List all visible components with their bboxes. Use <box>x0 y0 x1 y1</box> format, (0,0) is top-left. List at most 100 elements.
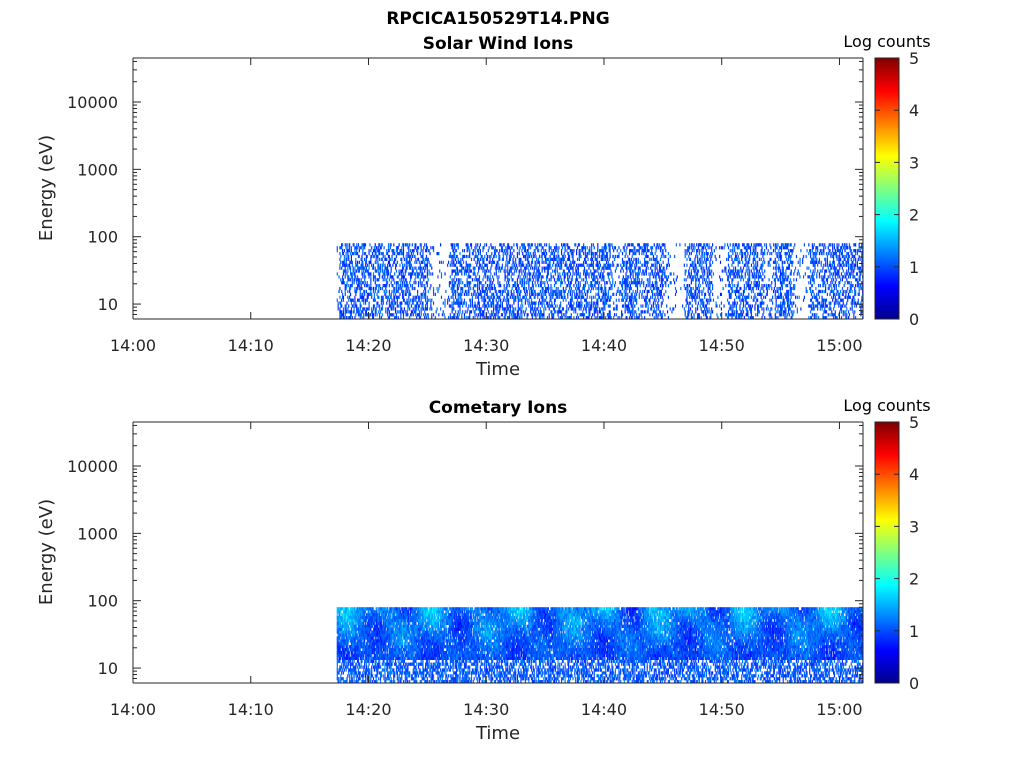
data-cell <box>576 301 578 305</box>
data-cell <box>721 278 723 282</box>
data-cell <box>490 254 492 259</box>
data-cell <box>417 272 419 276</box>
data-cell <box>484 263 486 267</box>
data-cell <box>521 307 523 311</box>
data-cell <box>474 272 476 276</box>
data-cell <box>494 266 496 270</box>
data-cell <box>769 316 771 320</box>
data-cell <box>567 316 569 320</box>
data-cell <box>644 310 646 314</box>
data-cell <box>730 295 732 299</box>
data-cell <box>600 254 602 259</box>
data-cell <box>723 246 725 250</box>
data-cell <box>523 284 526 288</box>
data-cell <box>601 295 603 299</box>
data-cell <box>460 257 462 262</box>
data-cell <box>788 304 790 308</box>
data-cell <box>467 263 469 267</box>
data-cell <box>503 284 505 288</box>
data-cell <box>775 266 777 270</box>
data-cell <box>503 269 505 273</box>
data-cell <box>359 281 361 285</box>
data-cell <box>564 289 566 294</box>
data-cell <box>359 286 361 291</box>
data-cell <box>758 281 760 285</box>
data-cell <box>450 286 452 291</box>
data-cell <box>575 281 577 285</box>
data-cell <box>788 307 790 311</box>
data-cell <box>601 266 603 270</box>
data-cell <box>549 286 551 291</box>
data-cell <box>706 310 708 314</box>
data-cell <box>344 275 346 279</box>
data-cell <box>655 316 657 320</box>
data-cell <box>762 301 764 305</box>
data-cell <box>536 263 538 267</box>
data-cell <box>786 289 788 294</box>
data-cell <box>735 316 738 320</box>
data-cell <box>564 316 566 320</box>
data-cell <box>511 316 513 320</box>
data-cell <box>526 278 528 282</box>
data-cell <box>598 266 601 270</box>
data-cell <box>349 243 351 247</box>
data-cell <box>489 298 491 302</box>
data-cell <box>568 307 570 311</box>
data-cell <box>586 301 588 305</box>
data-cell <box>517 295 519 299</box>
data-cell <box>636 298 638 302</box>
data-cell <box>351 284 353 288</box>
data-cell <box>461 286 463 291</box>
data-cell <box>459 301 461 305</box>
data-cell <box>527 301 529 305</box>
data-cell <box>703 266 705 270</box>
data-cell <box>596 260 598 264</box>
data-cell <box>627 278 629 282</box>
data-cell <box>553 251 556 256</box>
data-cell <box>786 278 788 282</box>
data-cell <box>450 304 452 308</box>
data-cell <box>402 298 405 302</box>
data-cell <box>417 275 420 279</box>
data-cell <box>710 316 712 320</box>
data-cell <box>692 292 694 296</box>
data-cell <box>787 289 789 294</box>
data-cell <box>568 269 571 273</box>
data-cell <box>762 263 764 267</box>
data-cell <box>598 292 600 296</box>
data-cell <box>427 316 429 320</box>
data-cell <box>644 263 646 267</box>
data-cell <box>548 266 550 270</box>
data-cell <box>538 301 540 305</box>
data-cell <box>505 246 507 250</box>
data-cell <box>341 266 343 270</box>
data-cell <box>765 307 768 311</box>
data-cell <box>766 286 768 291</box>
data-cell <box>630 243 632 247</box>
data-cell <box>541 313 543 317</box>
data-cell <box>606 266 608 270</box>
data-cell <box>545 257 547 262</box>
data-cell <box>603 263 605 267</box>
data-cell <box>745 257 747 262</box>
data-cell <box>419 301 421 305</box>
data-cell <box>704 272 706 276</box>
data-cell <box>497 278 499 282</box>
data-cell <box>583 269 586 273</box>
data-cell <box>574 260 576 264</box>
data-cell <box>418 313 420 317</box>
data-cell <box>447 298 449 302</box>
data-cell <box>473 310 475 314</box>
data-cell <box>495 263 497 267</box>
data-cell <box>769 310 771 314</box>
data-cell <box>406 281 408 285</box>
data-cell <box>364 284 366 288</box>
data-cell <box>378 286 380 291</box>
data-cell <box>622 304 624 308</box>
data-cell <box>406 289 408 294</box>
data-cell <box>357 275 359 279</box>
data-cell <box>584 272 587 276</box>
data-cell <box>761 301 763 305</box>
data-cell <box>608 266 610 270</box>
data-cell <box>372 249 375 253</box>
